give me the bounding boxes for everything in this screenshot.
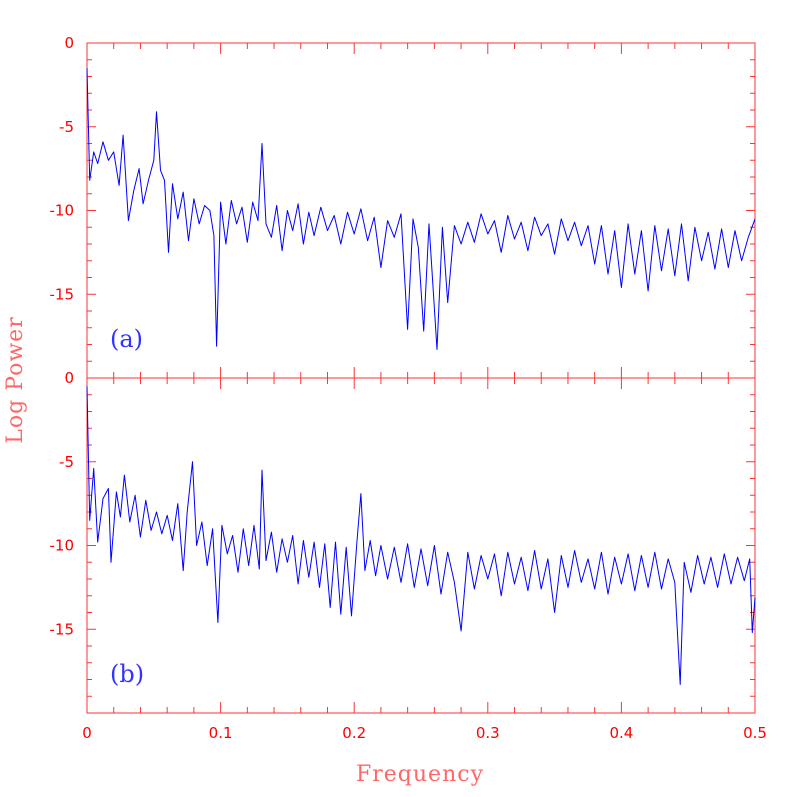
y-tick-label: -10	[50, 202, 75, 220]
y-tick-label: -15	[50, 285, 75, 303]
y-tick-label: 0	[64, 34, 74, 52]
panel-label-a: (a)	[110, 325, 143, 353]
y-tick-label: -5	[59, 118, 74, 136]
x-tick-label: 0.2	[342, 724, 366, 742]
x-tick-label: 0.3	[476, 724, 500, 742]
panel-frame-a	[86, 42, 756, 379]
x-tick-label: 0	[82, 724, 92, 742]
spectrum-line-b	[86, 386, 756, 685]
x-tick-label: 0.1	[209, 724, 233, 742]
x-axis-title: Frequency	[356, 762, 484, 787]
y-tick-label: -15	[50, 620, 75, 638]
y-tick-label: -5	[59, 453, 74, 471]
y-axis-title: Log Power	[3, 316, 28, 443]
y-tick-label: -10	[50, 537, 75, 555]
panel-frame-b	[86, 377, 756, 714]
x-tick-label: 0.5	[743, 724, 767, 742]
spectrum-line-a	[86, 68, 756, 350]
panel-label-b: (b)	[110, 660, 144, 688]
y-tick-label: 0	[64, 369, 74, 387]
x-tick-label: 0.4	[609, 724, 633, 742]
